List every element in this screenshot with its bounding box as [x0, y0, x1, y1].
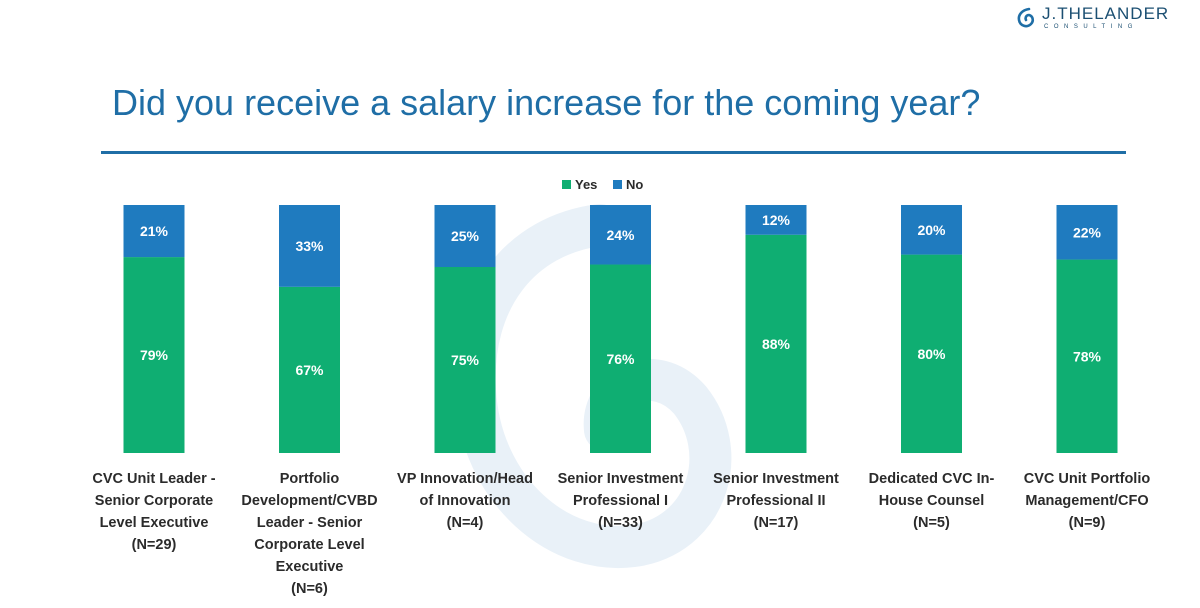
bar-no-1: [279, 205, 340, 287]
category-label-line: CVC Unit Portfolio: [1023, 471, 1151, 487]
data-label-yes-0: 79%: [140, 347, 169, 363]
category-label-3: Senior Investment Professional I (N=33): [551, 468, 691, 534]
bar-no-5: [901, 205, 962, 255]
data-label-no-2: 25%: [451, 228, 480, 244]
data-label-no-1: 33%: [295, 238, 324, 254]
company-logo: J.THELANDER CONSULTING: [1016, 4, 1186, 34]
legend-swatch-yes: [562, 180, 571, 189]
bar-yes-1: [279, 286, 340, 453]
category-label-line: (N=5): [913, 515, 950, 531]
bar-yes-0: [123, 257, 185, 453]
data-label-no-0: 21%: [140, 223, 169, 239]
category-label-line: (N=6): [291, 581, 328, 597]
data-label-yes-6: 78%: [1073, 348, 1102, 364]
logo-name: J.THELANDER: [1042, 4, 1170, 23]
category-label-line: of Innovation: [419, 493, 511, 509]
category-label-line: Leader - Senior: [256, 515, 363, 531]
bar-yes-4: [745, 234, 807, 453]
bar-no-6: [1056, 205, 1118, 260]
bars-group: 79% 21% 67% 33% 75% 25% 76% 24% 88% 12% 80% 20% 78% 2…: [123, 205, 1118, 453]
category-label-4: Senior Investment Professional II (N=17): [706, 468, 846, 534]
category-label-line: Development/CVBD: [241, 493, 378, 509]
bar-no-4: [745, 205, 807, 235]
category-label-line: CVC Unit Leader -: [92, 471, 216, 487]
chart-legend: Yes No: [562, 177, 643, 192]
category-label-line: Management/CFO: [1025, 493, 1149, 509]
page-title: Did you receive a salary increase for th…: [112, 82, 981, 123]
spiral-logo-icon: [1017, 7, 1035, 28]
category-label-line: Professional II: [726, 493, 826, 509]
legend-label-no: No: [626, 177, 643, 192]
category-label-line: (N=17): [753, 515, 799, 531]
category-label-line: (N=4): [446, 515, 484, 531]
data-label-no-5: 20%: [917, 222, 946, 238]
category-label-line: House Counsel: [878, 493, 985, 509]
category-label-line: (N=9): [1068, 515, 1106, 531]
category-label-line: Corporate Level: [254, 537, 365, 553]
bar-yes-2: [434, 267, 496, 453]
bar-no-3: [590, 205, 651, 265]
data-label-no-6: 22%: [1073, 224, 1102, 240]
category-label-1: Portfolio Development/CVBD Leader - Senior…: [240, 468, 380, 600]
category-label-5: Dedicated CVC In- House Counsel (N=5): [862, 468, 1002, 534]
category-label-line: VP Innovation/Head: [397, 471, 533, 487]
data-label-yes-5: 80%: [917, 346, 946, 362]
bar-no-0: [123, 205, 185, 258]
category-label-line: Senior Investment: [557, 471, 684, 487]
data-label-yes-4: 88%: [762, 336, 791, 352]
category-label-line: (N=29): [131, 537, 177, 553]
category-label-line: Executive: [275, 559, 344, 575]
bar-yes-3: [590, 264, 651, 453]
legend-swatch-no: [613, 180, 622, 189]
data-label-yes-2: 75%: [451, 352, 480, 368]
category-label-line: Level Executive: [99, 515, 209, 531]
bar-yes-6: [1056, 259, 1118, 453]
logo-subtitle: CONSULTING: [1044, 24, 1138, 30]
category-label-line: (N=33): [598, 515, 643, 531]
category-label-6: CVC Unit Portfolio Management/CFO (N=9): [1017, 468, 1157, 534]
data-label-yes-1: 67%: [295, 362, 324, 378]
category-label-line: Senior Corporate: [94, 493, 214, 509]
category-label-line: Senior Investment: [713, 471, 839, 487]
title-divider: [101, 151, 1126, 154]
category-label-2: VP Innovation/Head of Innovation (N=4): [395, 468, 535, 534]
data-label-no-3: 24%: [606, 227, 635, 243]
category-label-0: CVC Unit Leader - Senior Corporate Level E…: [84, 468, 224, 556]
data-label-yes-3: 76%: [606, 351, 635, 367]
bar-yes-5: [901, 254, 962, 453]
category-label-line: Portfolio: [279, 471, 340, 487]
category-label-line: Dedicated CVC In-: [868, 471, 995, 487]
legend-label-yes: Yes: [575, 177, 597, 192]
data-label-no-4: 12%: [762, 212, 791, 228]
bar-no-2: [434, 205, 496, 267]
category-label-line: Professional I: [572, 493, 669, 509]
